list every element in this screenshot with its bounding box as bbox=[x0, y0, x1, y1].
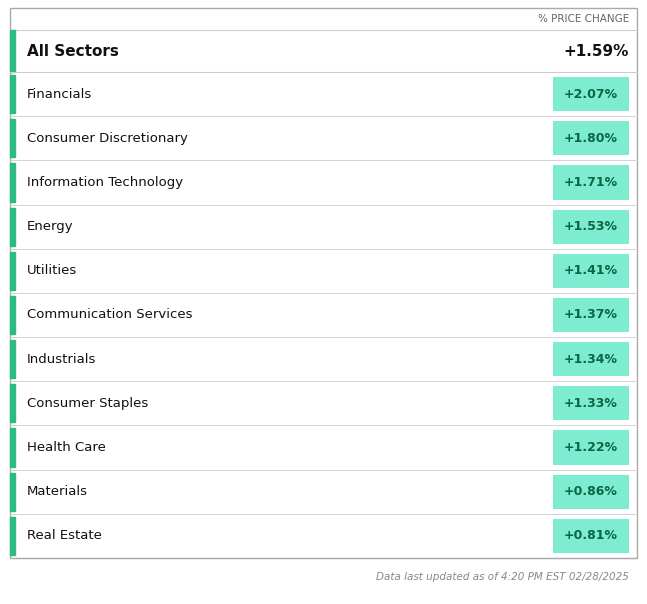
Text: Information Technology: Information Technology bbox=[27, 176, 183, 189]
Text: Consumer Staples: Consumer Staples bbox=[27, 397, 148, 410]
Text: +1.41%: +1.41% bbox=[564, 265, 618, 277]
Text: +0.86%: +0.86% bbox=[564, 485, 618, 498]
Text: +1.33%: +1.33% bbox=[564, 397, 618, 410]
Text: Data last updated as of 4:20 PM EST 02/28/2025: Data last updated as of 4:20 PM EST 02/2… bbox=[376, 572, 629, 582]
Bar bbox=[553, 210, 629, 244]
Bar bbox=[553, 298, 629, 332]
Text: +0.81%: +0.81% bbox=[564, 530, 618, 542]
Text: +1.34%: +1.34% bbox=[564, 353, 618, 365]
Bar bbox=[10, 75, 15, 113]
Bar bbox=[553, 77, 629, 111]
Text: Health Care: Health Care bbox=[27, 441, 106, 454]
Bar bbox=[10, 30, 15, 72]
Bar bbox=[10, 384, 15, 422]
Text: +1.59%: +1.59% bbox=[564, 43, 629, 59]
Text: All Sectors: All Sectors bbox=[27, 43, 119, 59]
Bar bbox=[10, 208, 15, 246]
Bar bbox=[10, 473, 15, 511]
Text: +1.71%: +1.71% bbox=[564, 176, 618, 189]
Bar bbox=[10, 428, 15, 467]
Text: +2.07%: +2.07% bbox=[564, 88, 618, 101]
Bar bbox=[10, 119, 15, 158]
Text: Materials: Materials bbox=[27, 485, 88, 498]
Text: Consumer Discretionary: Consumer Discretionary bbox=[27, 132, 188, 145]
Bar bbox=[10, 340, 15, 378]
Bar bbox=[553, 121, 629, 155]
Text: % PRICE CHANGE: % PRICE CHANGE bbox=[538, 14, 629, 24]
Text: Energy: Energy bbox=[27, 220, 74, 233]
Text: Communication Services: Communication Services bbox=[27, 309, 193, 321]
Text: +1.22%: +1.22% bbox=[564, 441, 618, 454]
Bar bbox=[10, 296, 15, 334]
Text: Industrials: Industrials bbox=[27, 353, 96, 365]
Text: Utilities: Utilities bbox=[27, 265, 77, 277]
Bar bbox=[553, 387, 629, 420]
Text: Financials: Financials bbox=[27, 88, 93, 101]
Bar bbox=[553, 475, 629, 509]
Bar bbox=[553, 342, 629, 376]
Text: +1.80%: +1.80% bbox=[564, 132, 618, 145]
Bar bbox=[10, 517, 15, 555]
Text: +1.53%: +1.53% bbox=[564, 220, 618, 233]
Bar bbox=[10, 252, 15, 290]
Bar bbox=[553, 519, 629, 553]
Bar bbox=[10, 163, 15, 202]
Bar bbox=[553, 431, 629, 464]
Bar bbox=[553, 165, 629, 199]
Text: Real Estate: Real Estate bbox=[27, 530, 102, 542]
Bar bbox=[553, 254, 629, 288]
Text: +1.37%: +1.37% bbox=[564, 309, 618, 321]
